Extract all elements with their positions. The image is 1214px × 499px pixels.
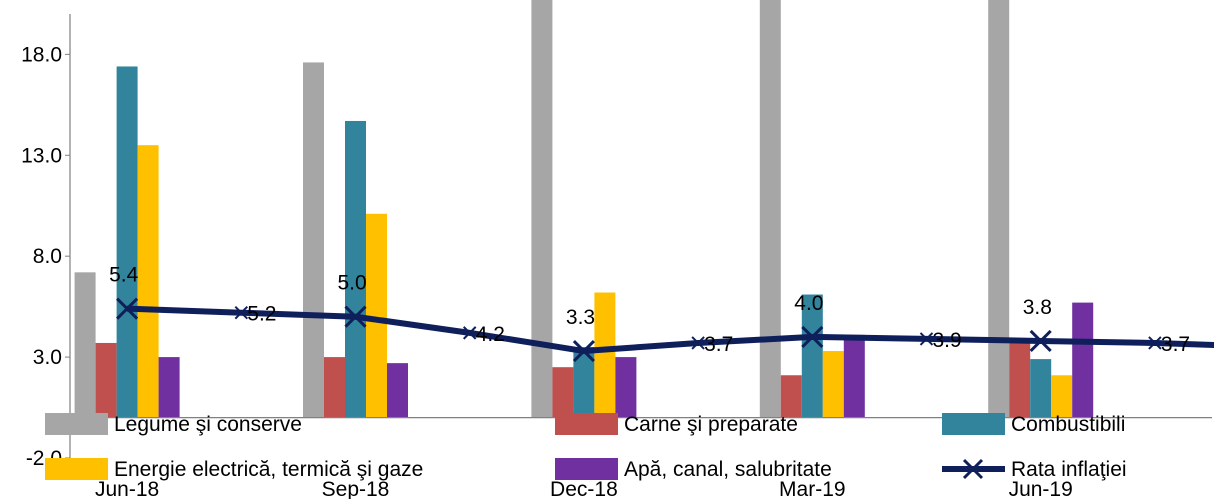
- legend-swatch: [45, 413, 108, 435]
- legend-label: Apă, canal, salubritate: [624, 458, 832, 481]
- bar-4-6: [843, 334, 865, 418]
- legend-item-5: Rata inflaţiei: [942, 458, 1127, 481]
- y-tick-label: 8.0: [33, 245, 62, 268]
- bar-3-8: [1051, 375, 1073, 418]
- inflation-label-3: 4.2: [476, 323, 505, 346]
- data-labels-layer: 5.45.25.04.23.33.74.03.93.83.73.5: [109, 264, 1190, 356]
- inflation-marker-6: [801, 325, 824, 348]
- bar-4-8: [1072, 302, 1094, 418]
- legend-label: Legume şi conserve: [114, 413, 302, 436]
- inflation-marker-7: [919, 332, 934, 346]
- inflation-marker-8: [1029, 329, 1052, 353]
- inflation-marker-4: [572, 339, 595, 363]
- legend-swatch: [555, 458, 618, 480]
- inflation-label-4: 3.3: [566, 306, 595, 329]
- legend-item-4: Apă, canal, salubritate: [555, 458, 832, 481]
- inflation-label-1: 5.2: [247, 303, 276, 326]
- bar-4-2: [387, 363, 408, 418]
- inflation-label-2: 5.0: [338, 272, 367, 295]
- inflation-marker-5: [691, 336, 705, 350]
- legend-swatch: [45, 458, 108, 480]
- legend: Legume şi conserve Carne şi preparate Comb…: [45, 413, 1127, 481]
- x-tick-label: Mar-19: [779, 478, 846, 499]
- bar-3-2: [366, 213, 387, 418]
- bar-2-8: [1030, 359, 1052, 418]
- inflation-marker-3: [462, 326, 477, 340]
- legend-item-0: Legume şi conserve: [45, 413, 302, 436]
- bars-layer: [74, 0, 1094, 418]
- bar-4-0: [158, 357, 180, 418]
- bar-2-6: [801, 294, 823, 418]
- legend-item-2: Combustibili: [942, 413, 1125, 436]
- y-tick-label: 13.0: [21, 144, 62, 167]
- legend-label: Carne şi preparate: [624, 413, 798, 436]
- legend-item-1: Carne şi preparate: [555, 413, 798, 436]
- inflation-line-layer: [116, 297, 1214, 363]
- bar-0-2: [303, 62, 324, 418]
- legend-label: Energie electrică, termică şi gaze: [114, 458, 423, 481]
- bar-3-0: [137, 145, 159, 418]
- bar-0-8: [988, 0, 1010, 418]
- y-tick-label: 18.0: [21, 43, 62, 66]
- inflation-label-9: 3.7: [1161, 333, 1190, 356]
- bar-1-0: [95, 342, 117, 418]
- bar-2-2: [345, 120, 366, 418]
- inflation-label-5: 3.7: [704, 333, 733, 356]
- x-tick-label: Jun-19: [1009, 478, 1073, 499]
- bar-1-6: [780, 375, 802, 418]
- inflation-marker-0: [116, 297, 139, 320]
- inflation-label-6: 4.0: [794, 292, 823, 315]
- bar-1-8: [1009, 340, 1031, 418]
- y-tick-label: 3.0: [33, 346, 62, 369]
- legend-label: Rata inflaţiei: [1011, 458, 1127, 481]
- inflation-marker-1: [234, 305, 249, 320]
- bar-3-4: [594, 292, 616, 418]
- bar-0-4: [531, 0, 553, 418]
- inflation-label-0: 5.4: [109, 264, 139, 287]
- bar-0-6: [759, 0, 781, 418]
- x-tick-label: Jun-18: [95, 478, 159, 499]
- inflation-marker-9: [1148, 336, 1162, 350]
- bar-3-6: [822, 351, 844, 418]
- inflation-label-7: 3.9: [933, 329, 962, 352]
- bar-0-0: [74, 272, 96, 418]
- bar-2-0: [116, 66, 138, 418]
- legend-item-3: Energie electrică, termică şi gaze: [45, 458, 423, 481]
- bar-2-4: [573, 347, 595, 418]
- x-tick-label: Dec-18: [550, 478, 618, 499]
- bar-1-2: [324, 357, 345, 418]
- inflation-marker-2: [344, 305, 367, 328]
- inflation-label-8: 3.8: [1023, 296, 1052, 319]
- bar-4-4: [615, 357, 637, 418]
- bar-1-4: [552, 367, 574, 418]
- legend-swatch: [555, 413, 618, 435]
- legend-label: Combustibili: [1011, 413, 1125, 436]
- x-tick-label: Sep-18: [322, 478, 390, 499]
- legend-swatch: [942, 413, 1005, 435]
